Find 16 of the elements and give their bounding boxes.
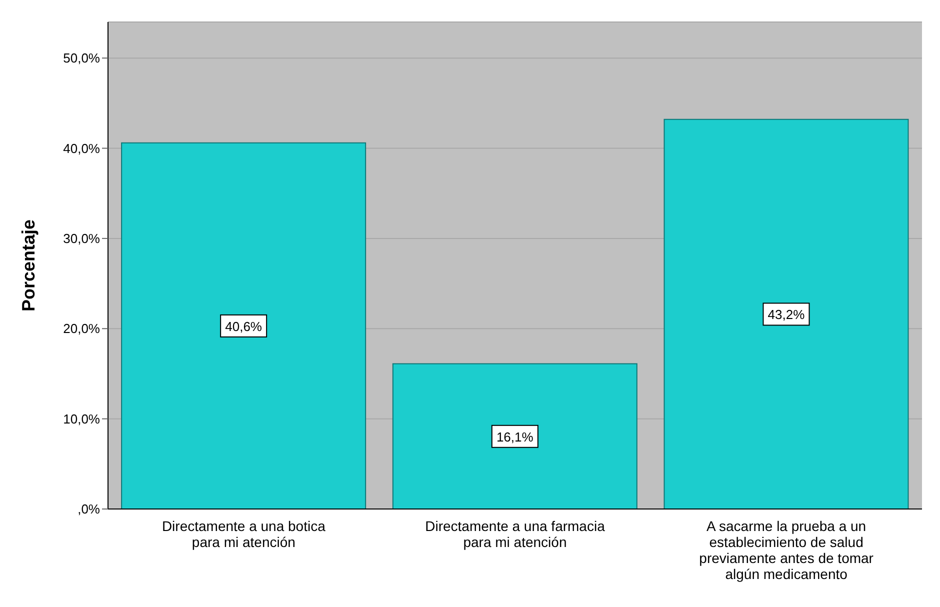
y-tick-label: 40,0% — [63, 140, 100, 156]
bar — [664, 118, 909, 509]
data-label: 43,2% — [768, 307, 806, 322]
bar — [392, 363, 638, 509]
data-label: 40,6% — [225, 318, 262, 334]
y-tick-label: 10,0% — [63, 411, 100, 426]
y-tick-label: 20,0% — [63, 321, 100, 336]
data-label: 16,1% — [496, 429, 534, 444]
x-tick-label: Directamente a una farmacia para mi atención — [425, 518, 606, 550]
y-axis-title: Porcentaje — [18, 219, 38, 312]
y-tick-label: 50,0% — [63, 50, 100, 66]
x-tick-label: A sacarme la prueba a un establecimiento de salud previamente antes de tomar algún medicamento — [699, 518, 874, 582]
y-tick-label: 30,0% — [63, 231, 100, 246]
x-tick-label: Directamente a una botica para mi atención — [162, 518, 326, 550]
y-tick-label: ,0% — [78, 502, 100, 517]
bar — [121, 142, 366, 509]
